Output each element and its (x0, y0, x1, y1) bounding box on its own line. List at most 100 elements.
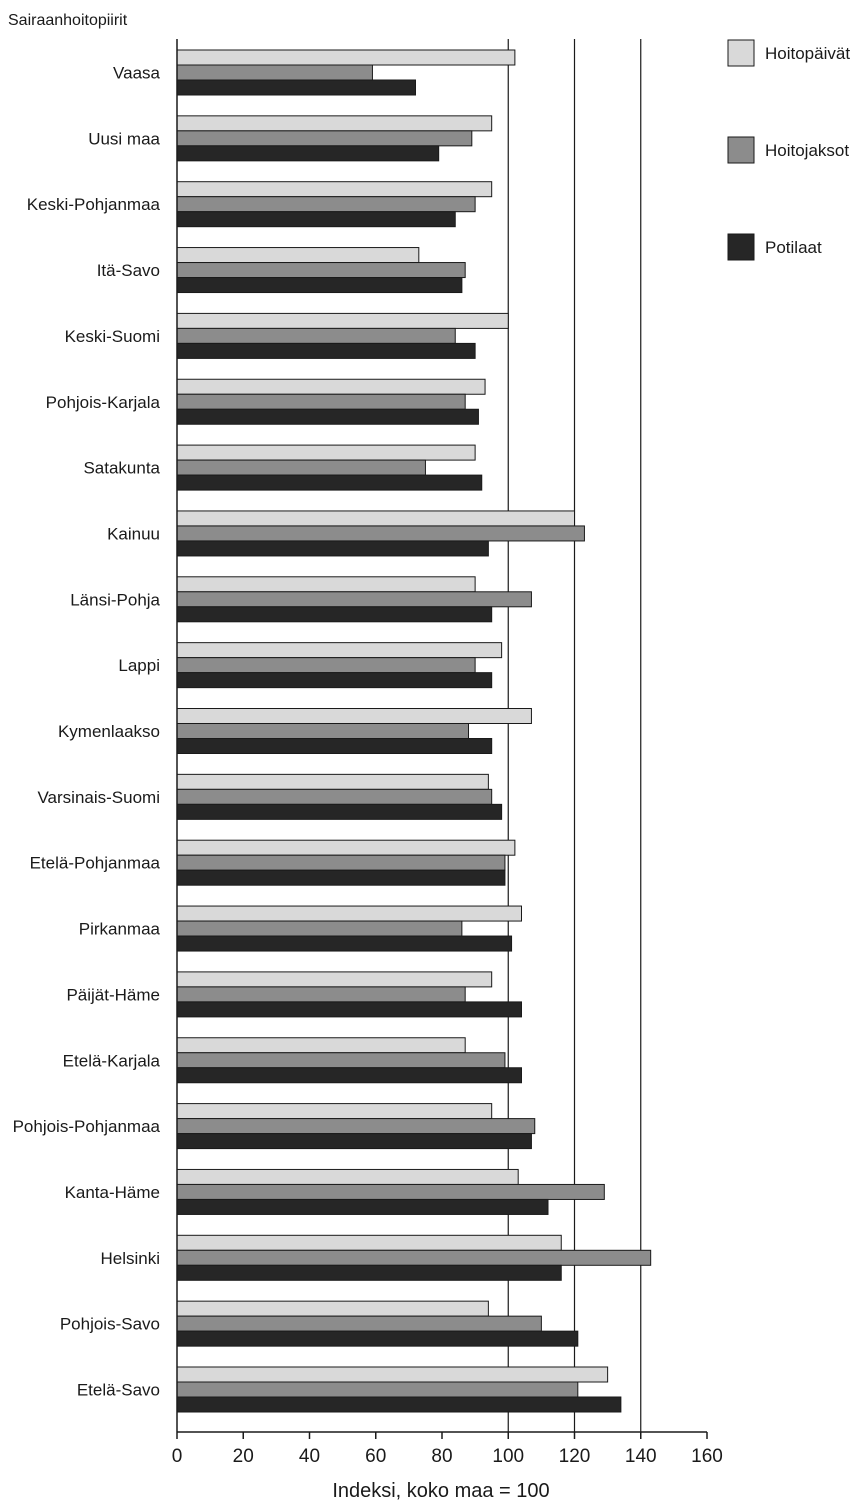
category-label: Uusi maa (88, 129, 160, 148)
category-label: Etelä-Karjala (63, 1051, 161, 1070)
bar-keski-suomi-hoitojaksot (176, 327, 456, 344)
bar-etelä-pohjanmaa-hoitopäivät (176, 839, 516, 856)
x-axis: 0 20 40 60 80 100 120 140 160 (172, 39, 723, 1467)
bars (176, 49, 652, 1413)
bar-satakunta-hoitopäivät (176, 444, 476, 461)
bar-keski-suomi-potilaat (176, 342, 476, 359)
x-tick-label: 80 (431, 1446, 452, 1467)
bar-etelä-karjala-potilaat (176, 1067, 522, 1084)
bar-etelä-karjala-hoitopäivät (176, 1037, 466, 1054)
bar-satakunta-potilaat (176, 474, 483, 491)
bar-varsinais-suomi-hoitopäivät (176, 773, 489, 790)
legend: Hoitopäivät Hoitojaksot Potilaat (727, 39, 850, 261)
bar-etelä-pohjanmaa-potilaat (176, 869, 506, 886)
bar-länsi-pohja-hoitopäivät (176, 576, 476, 593)
legend-label: Hoitojaksot (765, 141, 849, 160)
legend-label: Hoitopäivät (765, 44, 850, 63)
bar-pohjois-savo-hoitopäivät (176, 1300, 489, 1317)
bar-pirkanmaa-hoitojaksot (176, 920, 463, 937)
bar-itä-savo-potilaat (176, 277, 463, 294)
x-tick-label: 120 (559, 1446, 591, 1467)
bar-päijät-häme-hoitopäivät (176, 971, 493, 988)
bar-uusi-maa-hoitojaksot (176, 130, 473, 147)
category-label: Pohjois-Karjala (46, 393, 161, 412)
category-label: Vaasa (113, 64, 160, 83)
bar-vaasa-hoitopäivät (176, 49, 516, 66)
category-label: Itä-Savo (97, 261, 160, 280)
bar-pohjois-savo-potilaat (176, 1330, 579, 1347)
bar-pohjois-pohjanmaa-hoitopäivät (176, 1103, 493, 1120)
category-label: Kainuu (107, 524, 160, 543)
bar-kainuu-hoitojaksot (176, 525, 585, 542)
bar-etelä-savo-hoitojaksot (176, 1381, 579, 1398)
x-tick-label: 160 (691, 1446, 723, 1467)
category-label: Lappi (118, 656, 160, 675)
legend-swatch-hoitojaksot (727, 136, 755, 164)
bar-keski-pohjanmaa-hoitopäivät (176, 181, 493, 198)
bar-kanta-häme-hoitopäivät (176, 1168, 519, 1185)
category-label: Etelä-Savo (77, 1381, 160, 1400)
legend-swatch-potilaat (727, 233, 755, 261)
bar-lappi-potilaat (176, 672, 493, 689)
bar-vaasa-hoitojaksot (176, 64, 373, 81)
bar-satakunta-hoitojaksot (176, 459, 426, 476)
category-label: Varsinais-Suomi (37, 788, 160, 807)
bar-keski-suomi-hoitopäivät (176, 312, 509, 329)
bar-pohjois-pohjanmaa-potilaat (176, 1133, 532, 1150)
bar-kymenlaakso-potilaat (176, 738, 493, 754)
category-label: Keski-Pohjanmaa (27, 195, 161, 214)
bar-pirkanmaa-hoitopäivät (176, 905, 522, 922)
bar-varsinais-suomi-potilaat (176, 803, 503, 820)
y-axis-title: Sairaanhoitopiirit (8, 12, 128, 29)
category-label: Pirkanmaa (79, 920, 161, 939)
x-tick-label: 40 (299, 1446, 320, 1467)
bar-pohjois-karjala-potilaat (176, 408, 479, 425)
bar-keski-pohjanmaa-potilaat (176, 211, 456, 228)
category-label: Keski-Suomi (65, 327, 160, 346)
bar-helsinki-hoitojaksot (176, 1249, 652, 1266)
bar-pohjois-karjala-hoitojaksot (176, 393, 466, 410)
x-tick-label: 0 (172, 1446, 183, 1467)
bar-päijät-häme-hoitojaksot (176, 986, 466, 1003)
bar-lappi-hoitopäivät (176, 642, 503, 659)
x-axis-title: Indeksi, koko maa = 100 (332, 1480, 549, 1502)
bar-helsinki-potilaat (176, 1264, 562, 1281)
bar-vaasa-potilaat (176, 79, 416, 96)
category-label: Satakunta (83, 459, 160, 478)
category-label: Helsinki (100, 1249, 160, 1268)
legend-swatch-hoitopäivät (727, 39, 755, 67)
bar-pirkanmaa-potilaat (176, 935, 513, 952)
category-label: Kymenlaakso (58, 722, 160, 741)
bar-pohjois-pohjanmaa-hoitojaksot (176, 1118, 536, 1135)
bar-uusi-maa-potilaat (176, 145, 440, 162)
category-label: Pohjois-Savo (60, 1315, 160, 1334)
category-label: Pohjois-Pohjanmaa (13, 1117, 161, 1136)
bar-etelä-karjala-hoitojaksot (176, 1052, 506, 1069)
x-tick-label: 20 (233, 1446, 254, 1467)
category-label: Kanta-Häme (65, 1183, 160, 1202)
bar-kainuu-potilaat (176, 540, 489, 557)
bar-kanta-häme-potilaat (176, 1198, 549, 1215)
bar-etelä-pohjanmaa-hoitojaksot (176, 854, 506, 871)
bar-pohjois-savo-hoitojaksot (176, 1315, 542, 1332)
category-label: Etelä-Pohjanmaa (30, 854, 161, 873)
bar-kymenlaakso-hoitojaksot (176, 723, 469, 739)
category-label: Länsi-Pohja (70, 590, 160, 609)
bar-helsinki-hoitopäivät (176, 1234, 562, 1251)
bar-uusi-maa-hoitopäivät (176, 115, 493, 132)
bar-varsinais-suomi-hoitojaksot (176, 788, 493, 805)
legend-label: Potilaat (765, 238, 822, 257)
bar-itä-savo-hoitojaksot (176, 262, 466, 279)
bar-etelä-savo-hoitopäivät (176, 1366, 609, 1383)
category-labels: Vaasa Uusi maa Keski-Pohjanmaa Itä-Savo Kesk… (13, 64, 161, 1400)
bar-itä-savo-hoitopäivät (176, 247, 420, 264)
bar-etelä-savo-potilaat (176, 1396, 622, 1413)
x-tick-label: 60 (365, 1446, 386, 1467)
bar-kanta-häme-hoitojaksot (176, 1183, 605, 1200)
bar-päijät-häme-potilaat (176, 1001, 522, 1018)
x-tick-label: 100 (492, 1446, 524, 1467)
bar-keski-pohjanmaa-hoitojaksot (176, 196, 476, 213)
bar-pohjois-karjala-hoitopäivät (176, 378, 486, 395)
gridlines (507, 39, 642, 1432)
